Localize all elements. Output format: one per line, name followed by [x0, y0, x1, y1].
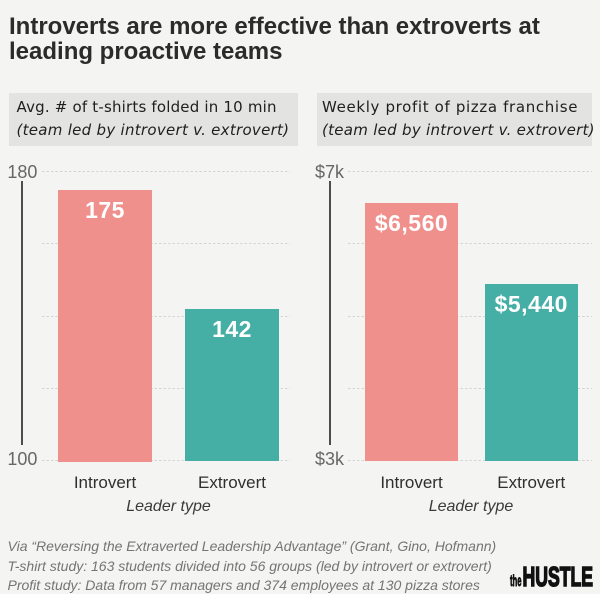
tshirt-chart-bar-introvert: 175	[58, 189, 152, 462]
profit-chart-y-axis-min-label: $3k	[314, 448, 345, 469]
profit-chart-category-label-extrovert: Extrovert	[497, 473, 566, 492]
profit-chart-x-axis-title: Leader type	[428, 497, 514, 515]
profit-chart-bar-introvert: $6,560	[364, 203, 459, 462]
tshirt-chart-gridline	[42, 171, 290, 172]
profit-chart-value-label-extrovert: $5,440	[494, 291, 568, 318]
page-title-line1: Introverts are more effective than extro…	[9, 13, 540, 40]
page-title-line2: leading proactive teams	[9, 38, 283, 65]
tshirt-chart-gridline	[42, 315, 290, 317]
tshirt-chart-y-axis-max-label: 180	[7, 161, 38, 182]
tshirt-chart-y-axis-min-label: 100	[7, 448, 38, 469]
tshirt-chart-gridline	[42, 243, 290, 245]
profit-chart-y-axis-max-label: $7k	[314, 161, 345, 182]
logo-hustle: HUSTLE	[523, 561, 594, 591]
profit-chart-gridline	[348, 243, 592, 245]
source-note-tshirt: T-shirt study: 163 students divided into…	[7, 557, 492, 574]
left-chart-header: Avg. # of t-shirts folded in 10 min (tea…	[9, 93, 298, 146]
profit-chart-bar-extrovert: $5,440	[484, 284, 578, 462]
tshirt-chart-value-label-introvert: 175	[85, 196, 125, 223]
tshirt-chart-gridline	[42, 460, 290, 461]
profit-chart-category-label-introvert: Introvert	[380, 473, 443, 492]
tshirt-chart-bar-extrovert: 142	[185, 308, 279, 462]
right-chart-header: Weekly profit of pizza franchise (team l…	[317, 93, 595, 146]
profit-chart-gridline	[348, 315, 592, 317]
source-note-via: Via “Reversing the Extraverted Leadershi…	[7, 538, 497, 554]
profit-chart-y-axis-line	[329, 181, 331, 445]
left-chart-title: Avg. # of t-shirts folded in 10 min	[16, 98, 277, 116]
profit-chart-value-label-introvert: $6,560	[374, 210, 449, 237]
tshirt-chart-category-label-introvert: Introvert	[73, 473, 137, 492]
profit-chart-gridline	[348, 460, 592, 461]
tshirt-chart-value-label-extrovert: 142	[212, 315, 252, 342]
logo-the: the	[510, 573, 522, 590]
profit-chart-gridline	[348, 171, 592, 172]
the-hustle-logo: the HUSTLE	[510, 560, 594, 591]
source-note-profit: Profit study: Data from 57 managers and …	[7, 577, 480, 594]
tshirt-chart-category-label-extrovert: Extrovert	[197, 473, 267, 492]
right-chart-title: Weekly profit of pizza franchise	[322, 98, 579, 116]
right-chart-subtitle: (team led by introvert v. extrovert)	[322, 121, 595, 139]
page-title: Introverts are more effective than extro…	[9, 14, 540, 64]
tshirt-chart-y-axis-line	[21, 181, 23, 445]
left-chart-subtitle: (team led by introvert v. extrovert)	[16, 121, 290, 139]
tshirt-chart-x-axis-title: Leader type	[126, 497, 211, 515]
profit-chart-gridline	[348, 387, 592, 389]
tshirt-chart-gridline	[42, 387, 290, 389]
source-notes: Via “Reversing the Extraverted Leadershi…	[8, 537, 497, 594]
